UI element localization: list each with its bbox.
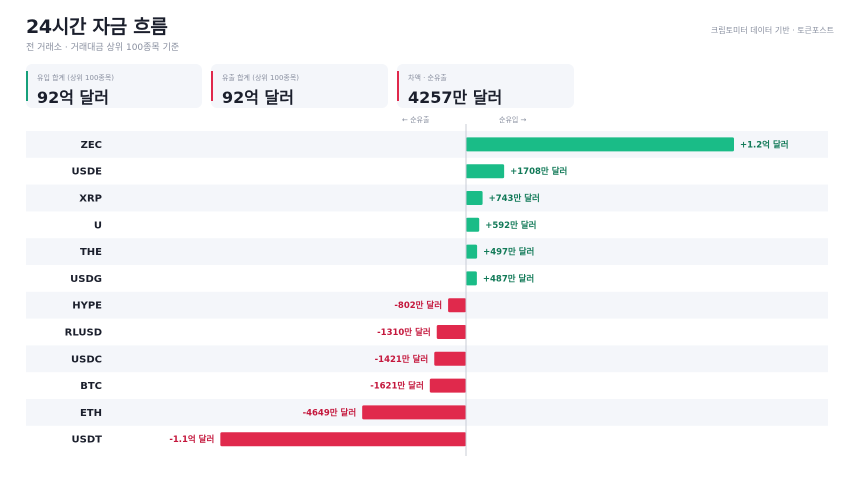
net-flow-card: 차액 · 순유출 4257만 달러 [397,64,574,108]
flow-bar [448,298,466,313]
inflow-total-card: 유입 합계 (상위 100종목) 92억 달러 [26,64,202,108]
category-label: ETH [80,408,102,419]
data-label: -4649만 달러 [303,407,357,418]
inflow-direction-label: 순유입 → [499,116,527,124]
data-label: -1310만 달러 [377,327,431,338]
source-note: 크립토미터 데이터 기반 · 토큰포스트 [710,26,834,35]
page-subtitle: 전 거래소 · 거래대금 상위 100종목 기준 [26,43,180,53]
category-label: U [94,220,102,231]
page-title: 24시간 자금 흐름 [26,16,168,38]
category-label: RLUSD [65,328,102,339]
category-label: HYPE [72,301,102,312]
inflow-total-value: 92억 달러 [37,88,109,107]
row-band [26,291,828,319]
row-band [26,238,828,265]
flow-bar [434,351,466,366]
flow-bar [362,405,466,420]
flow-bar [466,137,734,152]
flow-bar [466,217,480,232]
data-label: -802만 달러 [394,300,442,311]
category-label: ZEC [81,140,102,151]
outflow-total-value: 92억 달러 [222,88,294,107]
category-label: THE [80,247,102,258]
flow-bar [466,191,483,205]
category-label: BTC [80,381,102,392]
row-band [26,345,828,373]
net-flow-label: 차액 · 순유출 [408,74,447,82]
flow-bar [436,325,466,339]
inflow-accent-bar [26,71,28,101]
data-label: +1.2억 달러 [740,139,789,150]
category-label: USDG [70,274,102,285]
data-label: -1421만 달러 [375,354,429,365]
data-label: +497만 달러 [483,247,534,258]
flow-bar [220,432,466,447]
inflow-total-label: 유입 합계 (상위 100종목) [37,74,115,82]
data-label: -1.1억 달러 [169,434,214,445]
category-label: USDE [72,167,103,178]
data-label: +1708만 달러 [510,166,567,177]
category-label: USDT [72,435,103,446]
outflow-total-card: 유출 합계 (상위 100종목) 92억 달러 [211,64,388,108]
category-label: USDC [71,354,102,365]
flow-bar [466,271,477,286]
data-label: -1621만 달러 [370,381,424,392]
data-label: +487만 달러 [483,273,534,284]
net-flow-value: 4257만 달러 [408,88,503,107]
category-label: XRP [79,194,102,205]
flow-bar [466,164,505,179]
data-label: +592만 달러 [485,220,536,231]
outflow-accent-bar [211,71,213,101]
flow-bar [466,244,478,259]
flow-bar [429,378,466,393]
row-band [26,184,828,212]
outflow-total-label: 유출 합계 (상위 100종목) [222,74,300,82]
outflow-direction-label: ← 순유출 [402,116,430,124]
net-accent-bar [397,71,399,101]
data-label: +743만 달러 [489,193,540,204]
